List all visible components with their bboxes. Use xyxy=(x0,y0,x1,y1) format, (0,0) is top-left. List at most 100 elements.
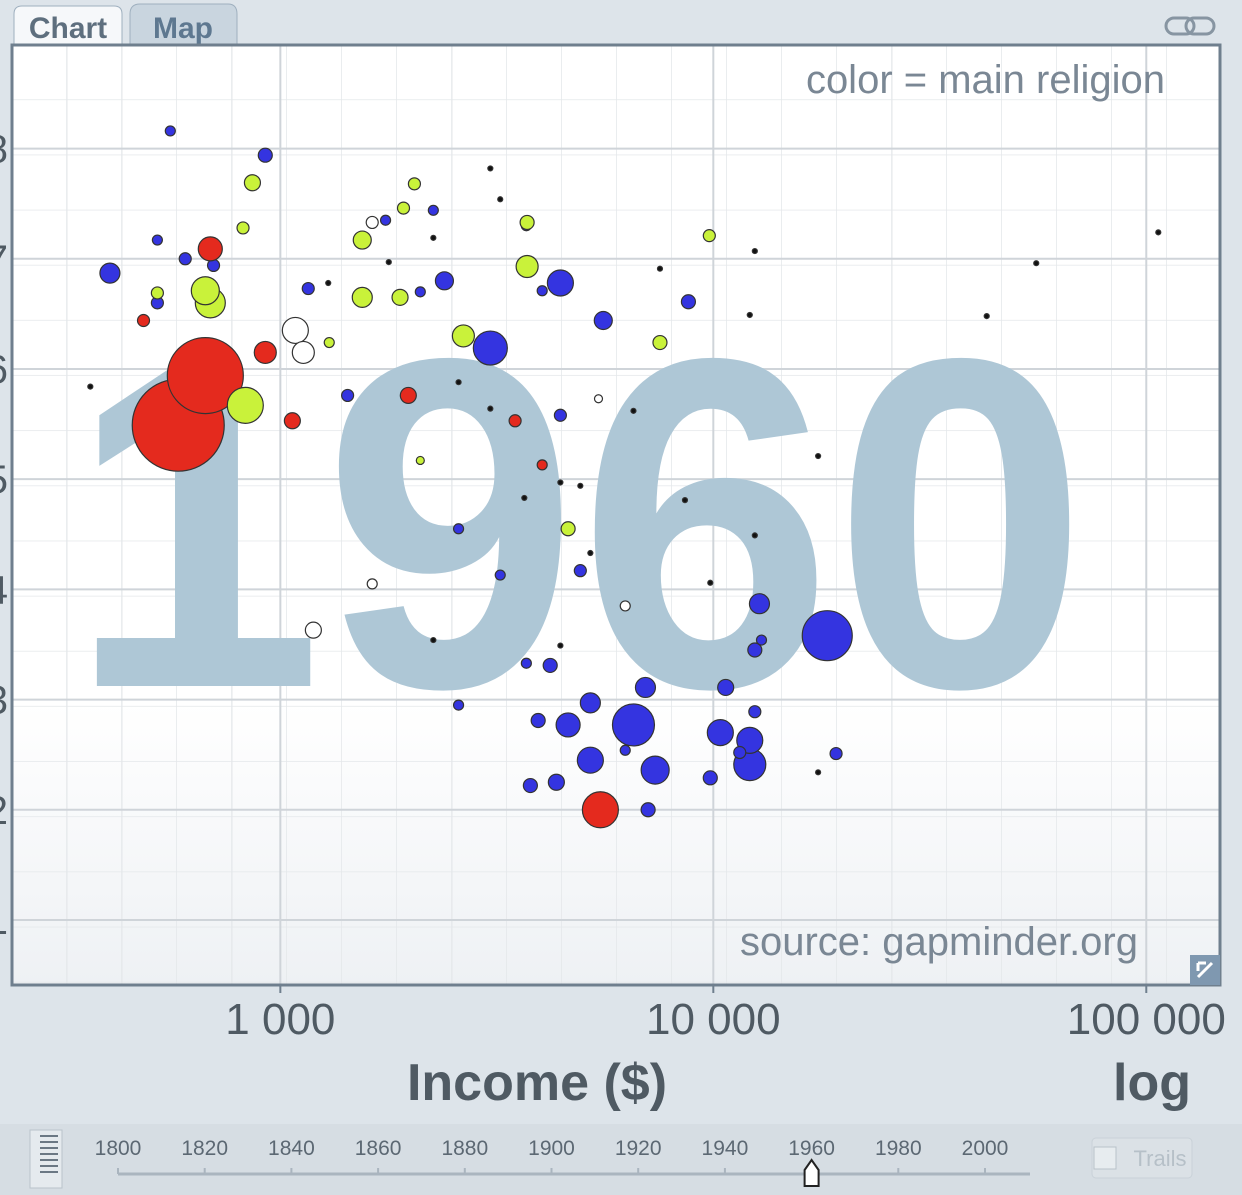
bubble xyxy=(707,579,714,586)
bubble xyxy=(253,340,277,365)
bubble xyxy=(579,692,601,714)
bubble xyxy=(243,174,262,192)
expand-icon xyxy=(1196,961,1214,979)
bubble xyxy=(553,408,567,422)
tab-label[interactable]: Chart xyxy=(29,12,107,45)
bubble xyxy=(281,316,309,345)
bubble xyxy=(702,770,718,786)
speed-icon xyxy=(40,1135,58,1173)
bubble xyxy=(521,494,528,502)
bubble xyxy=(323,336,335,349)
bubble xyxy=(547,773,565,791)
bubble xyxy=(399,386,417,405)
bubble xyxy=(542,657,558,674)
y-tick-label: 2 xyxy=(0,789,8,833)
bubble xyxy=(455,379,462,386)
bubble xyxy=(325,279,332,287)
bubble xyxy=(630,407,637,414)
bubble xyxy=(366,578,378,590)
annotation: color = main religion xyxy=(806,58,1165,102)
bubble xyxy=(391,288,409,306)
x-tick-label: 1 000 xyxy=(225,995,335,1044)
y-tick-label: 5 xyxy=(0,458,8,502)
bubble xyxy=(573,564,587,578)
x-axis-label: Income ($) xyxy=(407,1054,667,1112)
bubble xyxy=(557,642,564,649)
bubble xyxy=(164,125,176,137)
bubble xyxy=(536,459,548,471)
bubble xyxy=(983,312,990,320)
timeline: 1800 1820 1840 1860 1880 1900 1920 1940 1960 1980… xyxy=(95,1137,1008,1187)
bubble xyxy=(522,777,538,794)
bubble xyxy=(611,703,656,747)
bubble xyxy=(748,705,762,719)
bubble xyxy=(557,479,564,486)
bubble xyxy=(414,286,426,298)
bubble xyxy=(1155,229,1162,236)
bubble xyxy=(452,699,465,711)
bubble xyxy=(515,254,539,279)
y-tick-label: 3 xyxy=(0,679,8,723)
timeline-tick-label: 1940 xyxy=(702,1137,749,1160)
bubble xyxy=(341,388,355,403)
x-axis: 1 000 10 000 100 000 1 2 3 4 5 6 7 8 xyxy=(0,128,1226,1044)
timeline-tick-label: 1960 xyxy=(788,1137,835,1160)
bubble xyxy=(755,634,768,646)
x-tick-label: 10 000 xyxy=(646,995,781,1044)
timeline-tick-label: 1900 xyxy=(528,1137,575,1160)
bubble xyxy=(581,791,619,829)
bubble xyxy=(508,414,522,428)
bubble xyxy=(733,745,747,760)
bubble xyxy=(99,262,121,284)
timeline-tick-label: 1820 xyxy=(181,1137,228,1160)
trails-toggle[interactable] xyxy=(1091,1137,1193,1179)
bubble xyxy=(829,746,843,761)
bubble xyxy=(451,324,475,348)
bubble xyxy=(656,265,664,272)
bubble xyxy=(283,412,301,430)
y-tick-label: 8 xyxy=(0,128,8,172)
link-icon[interactable] xyxy=(1164,16,1216,36)
bubble xyxy=(634,676,657,699)
bubble xyxy=(396,201,411,215)
bubble xyxy=(587,549,594,557)
y-tick-label: 6 xyxy=(0,348,8,392)
bubble xyxy=(497,196,504,203)
bubble xyxy=(560,521,576,537)
bubble xyxy=(365,215,379,230)
bubble xyxy=(151,234,163,246)
timeline-tick-label: 1800 xyxy=(95,1137,142,1160)
bubble xyxy=(736,726,764,754)
bubble xyxy=(150,286,164,300)
bubble xyxy=(452,523,465,535)
tab-chart[interactable] xyxy=(13,5,123,47)
bubble xyxy=(593,310,613,331)
trails-label[interactable]: Trails xyxy=(1134,1146,1187,1171)
tab-map[interactable] xyxy=(129,3,238,47)
bubble xyxy=(291,340,315,365)
scale-label[interactable]: log xyxy=(1113,1054,1191,1112)
bubble xyxy=(385,258,392,266)
timeline-handle[interactable] xyxy=(803,1158,820,1187)
timeline-tick-label: 1860 xyxy=(355,1137,402,1160)
bubble xyxy=(494,569,506,581)
bubble xyxy=(427,204,439,216)
bubble xyxy=(619,600,631,612)
trails-checkbox[interactable] xyxy=(1093,1146,1117,1170)
bubble xyxy=(576,746,604,774)
tab-label[interactable]: Map xyxy=(153,12,213,45)
bubble xyxy=(577,482,584,489)
bubble xyxy=(352,230,372,250)
year-watermark: 1960 xyxy=(68,261,1088,786)
bubble xyxy=(536,285,548,297)
bubble xyxy=(519,214,535,231)
bubble xyxy=(702,229,716,243)
bubble xyxy=(640,802,656,818)
bubble xyxy=(87,383,94,390)
bubble xyxy=(351,286,373,308)
timeline-tick-label: 1880 xyxy=(441,1137,488,1160)
fine-grid xyxy=(12,45,1220,985)
bubble xyxy=(434,271,455,291)
bubble xyxy=(717,678,735,697)
bubble xyxy=(487,405,494,412)
